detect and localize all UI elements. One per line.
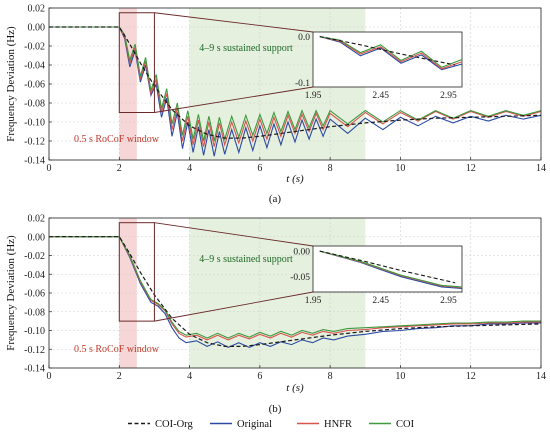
- y-tick-label: -0.08: [24, 99, 45, 110]
- rocof-window-region: [119, 218, 137, 368]
- legend-label: COI: [396, 419, 415, 430]
- inset-series-line-coi: [319, 250, 462, 288]
- y-tick-label: 0.00: [28, 23, 46, 34]
- y-axis-label: Frequency Deviation (Hz): [5, 235, 17, 351]
- inset-x-tick-label: 1.95: [305, 296, 322, 306]
- y-tick-label: -0.04: [24, 61, 45, 72]
- y-tick-label: -0.10: [24, 326, 45, 337]
- x-tick-label: 10: [395, 163, 405, 174]
- sustained-support-label: 4–9 s sustained support: [199, 254, 293, 265]
- inset-x-tick-label: 2.45: [372, 296, 389, 306]
- y-tick-label: -0.14: [24, 156, 45, 167]
- y-tick-label: -0.10: [24, 118, 45, 129]
- zoom-source-box: [118, 222, 155, 322]
- x-tick-label: 8: [328, 163, 333, 174]
- inset-series-line-coi-org: [319, 250, 456, 284]
- zoom-connector: [154, 12, 314, 33]
- x-tick-label: 8: [328, 371, 333, 382]
- series-line-coi: [49, 26, 542, 142]
- y-tick-label: -0.12: [24, 137, 45, 148]
- panel-a: 0 2 4 6 8 10 12 14 0.02 0.00 -0.02 -0.04 -0.06 -0.08 -…: [5, 4, 546, 206]
- y-axis-label: Frequency Deviation (Hz): [5, 26, 17, 142]
- legend: COI-Org Original HNFR COI: [128, 419, 415, 430]
- y-tick-label: 0.00: [28, 232, 46, 243]
- series-line-hnfr: [49, 236, 541, 341]
- zoom-connector: [154, 222, 314, 247]
- x-tick-label: 2: [117, 371, 122, 382]
- legend-label: HNFR: [324, 419, 352, 430]
- x-tick-label: 0: [47, 163, 52, 174]
- zoom-connector: [154, 86, 314, 113]
- x-tick-label: 14: [536, 163, 546, 174]
- x-tick-label: 10: [395, 371, 405, 382]
- y-tick-label: 0.02: [28, 214, 46, 225]
- x-tick-label: 0: [47, 371, 52, 382]
- y-tick-label: -0.02: [24, 42, 45, 53]
- y-tick-label: -0.12: [24, 345, 45, 356]
- y-tick-label: -0.02: [24, 251, 45, 262]
- sustained-support-label: 4–9 s sustained support: [199, 43, 293, 54]
- inset-x-tick-label: 2.45: [372, 91, 389, 101]
- inset-y-tick-label: 0.00: [293, 248, 310, 258]
- x-tick-label: 6: [257, 371, 262, 382]
- x-tick-label: 4: [187, 163, 192, 174]
- inset-series-line-hnfr: [319, 36, 462, 70]
- rocof-window-label: 0.5 s RoCoF window: [74, 134, 160, 145]
- series-line-coi-org: [49, 26, 542, 139]
- inset-x-tick-label: 1.95: [305, 91, 322, 101]
- zoom-source-box: [118, 12, 155, 113]
- series-line-coi: [49, 236, 541, 339]
- series-line-original: [49, 26, 542, 157]
- rocof-window-region: [119, 8, 137, 160]
- y-tick-label: -0.08: [24, 307, 45, 318]
- x-tick-label: 12: [466, 371, 476, 382]
- inset-y-tick-label: -0.1: [295, 79, 310, 89]
- x-axis-label: t (s): [286, 173, 304, 185]
- x-tick-label: 6: [257, 163, 262, 174]
- zoom-inset-plot: [319, 250, 462, 289]
- y-tick-label: 0.02: [28, 4, 46, 15]
- y-tick-label: -0.06: [24, 289, 45, 300]
- inset-y-tick-label: -0.05: [290, 273, 310, 283]
- inset-x-tick-label: 2.95: [440, 91, 457, 101]
- series-line-original: [49, 236, 541, 349]
- x-tick-label: 4: [187, 371, 192, 382]
- y-tick-label: -0.04: [24, 270, 45, 281]
- inset-x-tick-label: 2.95: [440, 296, 457, 306]
- zoom-connector: [154, 291, 314, 322]
- y-tick-label: -0.14: [24, 364, 45, 375]
- inset-series-line-coi: [319, 36, 462, 68]
- panel-label: (b): [269, 403, 282, 415]
- legend-label: Original: [237, 419, 272, 430]
- inset-y-tick-label: 0.0: [298, 33, 310, 43]
- series-line-coi-org: [49, 236, 542, 347]
- x-tick-label: 12: [466, 163, 476, 174]
- y-tick-label: -0.06: [24, 80, 45, 91]
- x-tick-label: 14: [536, 371, 546, 382]
- inset-series-line-coi-org: [319, 36, 456, 66]
- rocof-window-label: 0.5 s RoCoF window: [74, 344, 160, 355]
- panel-label: (a): [269, 193, 282, 205]
- series-line-hnfr: [49, 26, 542, 147]
- x-tick-label: 2: [117, 163, 122, 174]
- inset-series-line-original: [319, 36, 462, 71]
- legend-label: COI-Org: [155, 419, 193, 430]
- x-axis-label: t (s): [286, 382, 304, 394]
- zoom-inset-plot: [319, 36, 462, 71]
- panel-b: 0 2 4 6 8 10 12 14 0.02 0.00 -0.02 -0.04 -0.06 -0.08 -…: [5, 214, 546, 416]
